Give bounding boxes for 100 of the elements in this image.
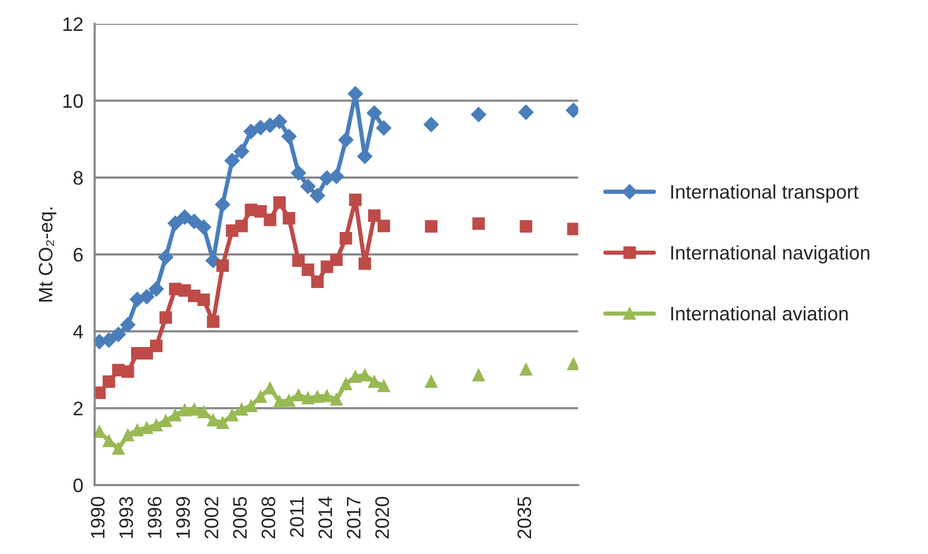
point	[518, 104, 534, 120]
point	[150, 340, 163, 352]
point	[300, 178, 316, 194]
point	[254, 205, 267, 218]
x-tick-label: 2008	[261, 496, 276, 538]
y-tick-label: 6	[74, 248, 83, 262]
point	[224, 153, 240, 168]
point	[262, 118, 278, 133]
point	[472, 368, 485, 382]
point	[424, 375, 438, 388]
point	[178, 404, 191, 416]
point	[272, 114, 288, 130]
point	[424, 116, 439, 132]
legend-label: International navigation	[671, 245, 870, 264]
point	[160, 414, 172, 428]
point	[235, 220, 248, 232]
point	[349, 194, 362, 206]
point	[340, 378, 352, 390]
point	[122, 428, 134, 442]
point	[273, 196, 286, 209]
point	[150, 418, 163, 432]
point	[366, 105, 382, 121]
point	[110, 326, 126, 342]
legend-label: International aviation	[671, 306, 848, 321]
point	[320, 390, 334, 402]
point	[472, 217, 485, 230]
point	[216, 259, 229, 272]
point	[520, 220, 532, 233]
point	[330, 393, 343, 406]
y-tick-label: 2	[74, 402, 83, 416]
point	[244, 400, 258, 412]
point	[139, 289, 154, 304]
x-tick-label: 1999	[176, 497, 190, 538]
point	[282, 212, 296, 225]
legend-label: International transport	[671, 184, 858, 203]
point	[311, 275, 324, 288]
point	[320, 260, 334, 273]
x-tick-label: 1990	[90, 496, 105, 538]
x-tick-label: 2011	[290, 497, 304, 537]
point	[215, 196, 230, 212]
point	[567, 222, 578, 236]
y-tick-label: 10	[63, 94, 83, 108]
point	[197, 294, 210, 306]
point	[131, 424, 144, 436]
point	[188, 403, 200, 416]
x-tick-label: 2002	[204, 497, 218, 538]
x-tick-label: 2005	[233, 496, 247, 538]
x-tick-label: 2020	[375, 496, 390, 538]
point	[120, 317, 136, 332]
point	[311, 390, 324, 403]
point	[112, 442, 125, 455]
point	[281, 128, 297, 144]
point	[368, 209, 381, 222]
point	[330, 254, 343, 266]
point	[376, 120, 392, 136]
x-tick-label: 2017	[346, 497, 361, 538]
point	[328, 168, 344, 184]
point	[340, 232, 352, 245]
point	[160, 311, 172, 324]
point	[244, 124, 259, 140]
point	[122, 365, 134, 378]
x-tick-label: 2035	[517, 496, 532, 538]
point	[196, 220, 212, 235]
point	[186, 214, 202, 229]
point	[424, 220, 438, 233]
point	[264, 214, 276, 226]
point	[273, 395, 286, 408]
point	[378, 220, 390, 232]
point	[567, 358, 578, 370]
x-tick-label: 1996	[148, 496, 162, 538]
point	[168, 408, 182, 422]
point	[292, 254, 305, 267]
y-tick-label: 4	[73, 324, 83, 338]
point	[140, 422, 154, 434]
point	[358, 368, 372, 382]
point	[177, 210, 192, 225]
y-tick-label: 12	[63, 17, 83, 31]
point	[349, 370, 362, 383]
point	[338, 132, 354, 148]
point	[292, 388, 305, 402]
y-tick-label: 8	[74, 171, 83, 185]
point	[520, 363, 532, 376]
point	[234, 144, 250, 159]
point	[206, 315, 220, 328]
point	[158, 250, 174, 265]
point	[235, 403, 248, 416]
point	[290, 165, 306, 181]
point	[302, 392, 314, 404]
point	[368, 375, 381, 388]
x-tick-label: 1993	[119, 496, 134, 538]
point	[168, 216, 183, 231]
y-axis-title: Mt CO₂-eq.	[38, 208, 56, 302]
x-tick-label: 2014	[318, 496, 332, 538]
point	[282, 394, 296, 407]
point	[148, 281, 164, 297]
point	[378, 380, 390, 392]
point	[216, 416, 229, 430]
point	[310, 188, 326, 204]
point	[358, 257, 372, 270]
point	[101, 332, 116, 348]
